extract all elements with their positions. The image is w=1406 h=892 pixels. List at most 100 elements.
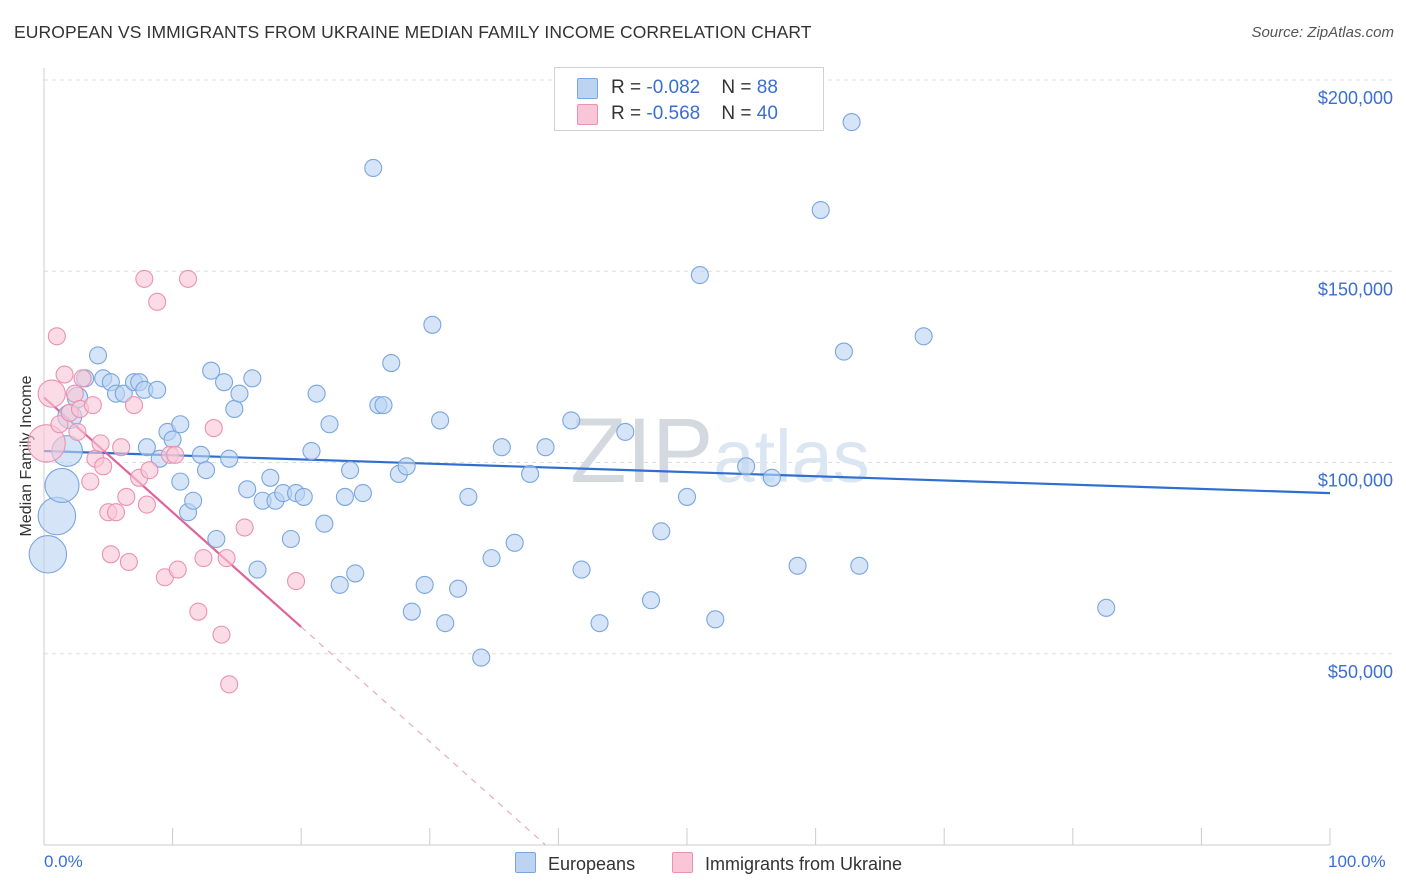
axes xyxy=(43,68,1331,846)
europeans-point xyxy=(374,396,393,415)
ukraine-point xyxy=(220,675,239,694)
europeans-point xyxy=(148,380,167,399)
europeans-point xyxy=(163,430,182,449)
europeans-point xyxy=(184,491,203,510)
ukraine-point xyxy=(50,415,69,434)
ukraine-point xyxy=(189,602,208,621)
ukraine-point xyxy=(37,379,66,408)
ukraine-point xyxy=(166,445,185,464)
legend-r-value: -0.568 xyxy=(646,103,701,124)
europeans-point xyxy=(677,487,697,506)
europeans-legend-label: Europeans xyxy=(548,854,636,874)
europeans-point xyxy=(294,487,313,506)
europeans-point xyxy=(364,158,383,178)
ukraine-point xyxy=(212,625,231,644)
y-tick-label: $200,000 xyxy=(1318,88,1393,108)
europeans-point xyxy=(214,373,234,392)
ukraine-point xyxy=(137,495,156,514)
europeans-point xyxy=(330,575,349,594)
ukraine-point xyxy=(194,549,213,568)
ukraine-point xyxy=(81,472,100,491)
europeans-point xyxy=(281,529,300,549)
ukraine-legend-swatch xyxy=(672,852,693,873)
x-tick-label-min: 0.0% xyxy=(44,852,83,871)
ukraine-point xyxy=(135,269,154,288)
ukraine-point xyxy=(65,384,84,403)
europeans-point xyxy=(505,533,524,552)
europeans-point xyxy=(536,438,555,457)
ukraine-point xyxy=(112,438,131,457)
europeans-point xyxy=(28,535,68,574)
watermark-atlas: atlas xyxy=(713,415,869,498)
europeans-point xyxy=(320,415,339,434)
europeans-point xyxy=(225,399,244,419)
europeans-point xyxy=(706,610,725,629)
ukraine-point xyxy=(217,549,236,568)
europeans-point xyxy=(261,468,280,487)
europeans-point xyxy=(397,457,416,476)
europeans-point xyxy=(459,487,478,506)
europeans-point xyxy=(641,591,661,610)
europeans-point xyxy=(616,422,635,441)
europeans-point xyxy=(238,480,257,499)
correlation-legend: R = -0.082 N = 88 R = -0.568 N = 40 xyxy=(554,67,824,131)
ukraine-point xyxy=(168,560,187,579)
europeans-point xyxy=(737,457,756,476)
europeans-point xyxy=(492,438,511,457)
ukraine-point xyxy=(148,292,167,311)
ukraine-point xyxy=(119,552,138,572)
data-points xyxy=(27,113,1116,694)
europeans-point xyxy=(690,266,709,285)
europeans-point xyxy=(472,648,491,667)
europeans-point xyxy=(88,346,108,365)
y-tick-label: $100,000 xyxy=(1318,471,1393,491)
europeans-point xyxy=(382,353,401,373)
ukraine-point xyxy=(47,327,66,346)
ukraine-point xyxy=(55,365,74,384)
europeans-point xyxy=(914,327,933,346)
legend-r-label: R = xyxy=(611,103,647,124)
ukraine-point xyxy=(235,518,254,537)
europeans-point xyxy=(191,445,210,464)
ukraine-point xyxy=(140,461,159,480)
europeans-point xyxy=(37,496,77,536)
ukraine-trend-line xyxy=(43,396,302,628)
europeans-point xyxy=(436,614,455,633)
europeans-point xyxy=(423,315,442,334)
europeans-point xyxy=(341,461,360,480)
europeans-point xyxy=(171,415,190,434)
legend-r-value: -0.082 xyxy=(646,77,701,98)
ukraine-point xyxy=(204,419,223,438)
europeans-point xyxy=(346,564,365,583)
ukraine-point xyxy=(287,572,306,591)
europeans-point xyxy=(137,438,156,457)
chart-title: EUROPEAN VS IMMIGRANTS FROM UKRAINE MEDI… xyxy=(14,22,812,42)
europeans-point xyxy=(562,411,581,430)
europeans-point xyxy=(1097,598,1116,617)
europeans-point xyxy=(850,556,869,575)
source-label: Source: ZipAtlas.com xyxy=(1251,24,1394,41)
europeans-point xyxy=(243,369,262,388)
europeans-point xyxy=(248,560,267,579)
ukraine-point xyxy=(68,422,87,441)
ukraine-point xyxy=(94,457,113,476)
europeans-point xyxy=(842,113,861,132)
watermark-zip: ZIP xyxy=(570,400,713,502)
legend-r-label: R = xyxy=(611,77,647,98)
europeans-point xyxy=(353,484,372,503)
ukraine-legend-label: Immigrants from Ukraine xyxy=(705,854,903,874)
legend-n-value: 40 xyxy=(756,103,778,124)
europeans-point xyxy=(335,487,354,506)
europeans-point xyxy=(431,411,450,430)
europeans-point xyxy=(171,472,190,491)
europeans-point xyxy=(762,468,781,487)
ukraine-point xyxy=(83,396,102,415)
legend-n-label: N = xyxy=(721,77,757,98)
bottom-legend-ukraine: Immigrants from Ukraine xyxy=(672,852,902,875)
europeans-point xyxy=(572,560,591,579)
europeans-point xyxy=(302,441,321,461)
europeans-point xyxy=(590,614,609,633)
europeans-point xyxy=(44,467,80,504)
europeans-point xyxy=(402,602,421,621)
